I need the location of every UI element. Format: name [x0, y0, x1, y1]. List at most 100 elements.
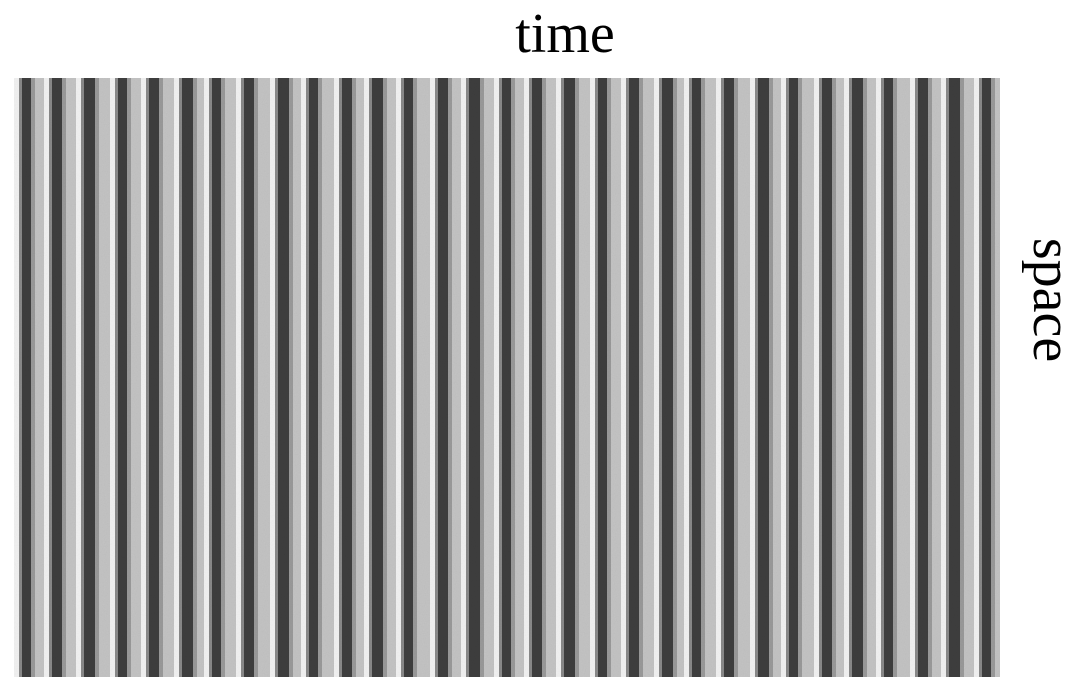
mid-stripe: [401, 78, 404, 677]
dark-stripe: [278, 78, 289, 677]
shade-stripe: [798, 78, 802, 677]
mid-stripe: [881, 78, 884, 677]
light-stripe: [141, 78, 146, 677]
mid-stripe: [561, 78, 564, 677]
shade-stripe: [352, 78, 356, 677]
shade-stripe: [448, 78, 452, 677]
dark-stripe: [118, 78, 127, 677]
mid-stripe: [241, 78, 244, 677]
light-stripe: [174, 78, 179, 677]
mid-stripe: [115, 78, 118, 677]
mid-stripe: [755, 78, 758, 677]
light-stripe: [781, 78, 786, 677]
shade-stripe: [607, 78, 611, 677]
dark-stripe: [22, 78, 31, 677]
dark-stripe: [342, 78, 352, 677]
mid-stripe: [275, 78, 278, 677]
mid-stripe: [146, 78, 149, 677]
mid-stripe: [849, 78, 852, 677]
shade-stripe: [991, 78, 995, 677]
mid-stripe: [689, 78, 692, 677]
shade-stripe: [127, 78, 131, 677]
mid-stripe: [81, 78, 84, 677]
dark-stripe: [84, 78, 95, 677]
mid-stripe: [339, 78, 342, 677]
mid-stripe: [466, 78, 469, 677]
dark-stripe: [598, 78, 607, 677]
dark-stripe: [212, 78, 221, 677]
mid-stripe: [595, 78, 598, 677]
mid-stripe: [946, 78, 949, 677]
light-stripe: [110, 78, 115, 677]
light-stripe: [364, 78, 369, 677]
figure: time space: [0, 0, 1083, 677]
shade-stripe: [413, 78, 417, 677]
light-stripe: [684, 78, 689, 677]
shade-stripe: [31, 78, 35, 677]
light-stripe: [750, 78, 755, 677]
mid-stripe: [499, 78, 502, 677]
shade-stripe: [289, 78, 293, 677]
dark-stripe: [532, 78, 542, 677]
shade-stripe: [221, 78, 225, 677]
dark-stripe: [918, 78, 928, 677]
time-label: time: [515, 3, 615, 65]
mid-stripe: [979, 78, 982, 677]
dark-stripe: [982, 78, 991, 677]
light-stripe: [430, 78, 435, 677]
light-stripe: [621, 78, 626, 677]
shade-stripe: [639, 78, 643, 677]
light-stripe: [44, 78, 49, 677]
dark-stripe: [629, 78, 639, 677]
dark-stripe: [692, 78, 701, 677]
light-stripe: [716, 78, 721, 677]
mid-stripe: [369, 78, 372, 677]
shade-stripe: [734, 78, 738, 677]
light-stripe: [876, 78, 881, 677]
shade-stripe: [480, 78, 484, 677]
dark-stripe: [852, 78, 863, 677]
shade-stripe: [95, 78, 99, 677]
dark-stripe: [438, 78, 448, 677]
shade-stripe: [511, 78, 515, 677]
shade-stripe: [159, 78, 163, 677]
mid-stripe: [659, 78, 662, 677]
mid-stripe: [306, 78, 309, 677]
shade-stripe: [928, 78, 932, 677]
light-stripe: [654, 78, 659, 677]
dark-stripe: [758, 78, 769, 677]
dark-stripe: [822, 78, 832, 677]
dark-stripe: [149, 78, 159, 677]
shade-stripe: [832, 78, 836, 677]
spacetime-plot: [14, 78, 1000, 677]
light-stripe: [524, 78, 529, 677]
light-stripe: [301, 78, 306, 677]
dark-stripe: [244, 78, 254, 677]
shade-stripe: [673, 78, 677, 677]
light-stripe: [590, 78, 595, 677]
mid-stripe: [819, 78, 822, 677]
light-stripe: [270, 78, 275, 677]
shade-stripe: [960, 78, 964, 677]
light-stripe: [844, 78, 849, 677]
shade-stripe: [193, 78, 197, 677]
dark-stripe: [884, 78, 893, 677]
dark-stripe: [182, 78, 193, 677]
mid-stripe: [786, 78, 789, 677]
light-stripe: [910, 78, 915, 677]
shade-stripe: [701, 78, 705, 677]
dark-stripe: [309, 78, 318, 677]
shade-stripe: [62, 78, 66, 677]
mid-stripe: [435, 78, 438, 677]
dark-stripe: [724, 78, 734, 677]
mid-stripe: [721, 78, 724, 677]
light-stripe: [76, 78, 81, 677]
mid-stripe: [49, 78, 52, 677]
light-stripe: [556, 78, 561, 677]
light-stripe: [461, 78, 466, 677]
mid-stripe: [529, 78, 532, 677]
light-stripe: [334, 78, 339, 677]
light-stripe: [204, 78, 209, 677]
shade-stripe: [254, 78, 258, 677]
mid-stripe: [915, 78, 918, 677]
